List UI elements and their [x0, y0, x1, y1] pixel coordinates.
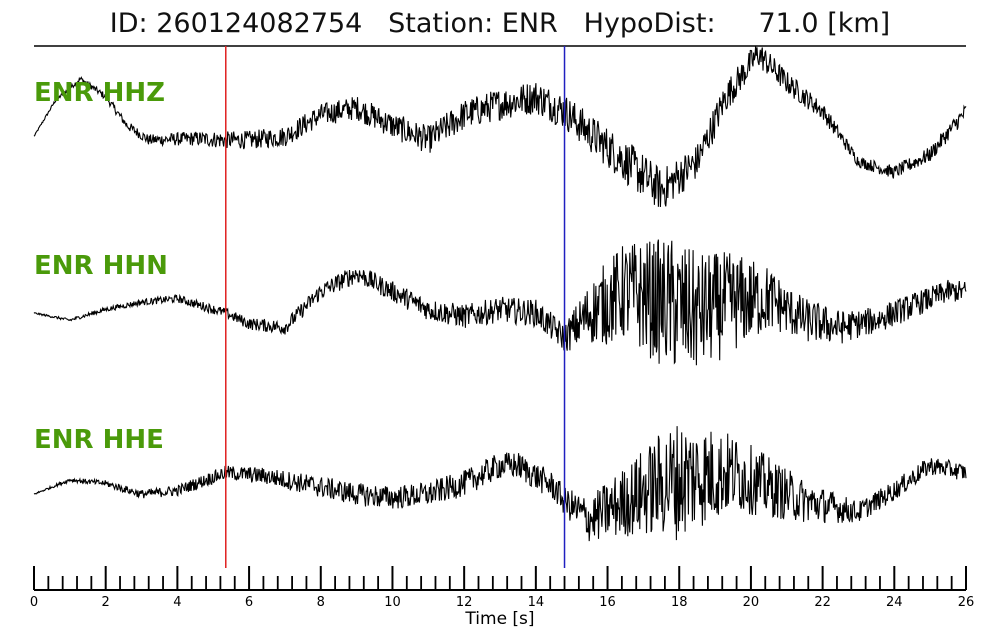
x-tick-label: 12 [456, 595, 473, 610]
x-tick-label: 20 [743, 595, 760, 610]
hypodist-value: 71.0 [758, 8, 819, 39]
x-tick-label: 24 [886, 595, 903, 610]
station-code: ENR [501, 8, 558, 39]
x-tick-label: 14 [528, 595, 545, 610]
trace-enr-hhz [33, 46, 967, 208]
traces-group [33, 46, 967, 542]
x-tick-label: 6 [245, 595, 253, 610]
x-tick-label: 22 [814, 595, 831, 610]
channel-label-enr-hhz: ENR HHZ [34, 78, 165, 108]
x-tick-label: 18 [671, 595, 688, 610]
x-tick-label: 26 [958, 595, 975, 610]
hypodist-label: HypoDist: [583, 8, 716, 39]
hypodist-unit: [km] [827, 8, 891, 39]
trace-enr-hhe [33, 426, 967, 542]
x-axis: 0 2 4 6 8 10 12 14 16 18 20 22 24 26 [30, 566, 974, 610]
x-tick-label: 2 [102, 595, 110, 610]
trace-enr-hhn [33, 239, 967, 366]
x-tick-label: 8 [317, 595, 325, 610]
channel-label-enr-hhn: ENR HHN [34, 251, 168, 281]
phase-markers [225, 46, 566, 568]
x-tick-label: 10 [384, 595, 401, 610]
chart-title: ID: 260124082754 Station: ENR HypoDist: … [0, 8, 1000, 39]
x-tick-label: 16 [599, 595, 616, 610]
event-id-label: ID: [109, 8, 148, 39]
channel-label-enr-hhe: ENR HHE [34, 425, 164, 455]
channel-labels: ENR HHZ ENR HHN ENR HHE [34, 78, 168, 455]
x-tick-label: 4 [173, 595, 181, 610]
x-tick-label: 0 [30, 595, 38, 610]
x-axis-label: Time [s] [464, 609, 534, 629]
event-id: 260124082754 [156, 8, 363, 39]
station-label: Station: [388, 8, 494, 39]
